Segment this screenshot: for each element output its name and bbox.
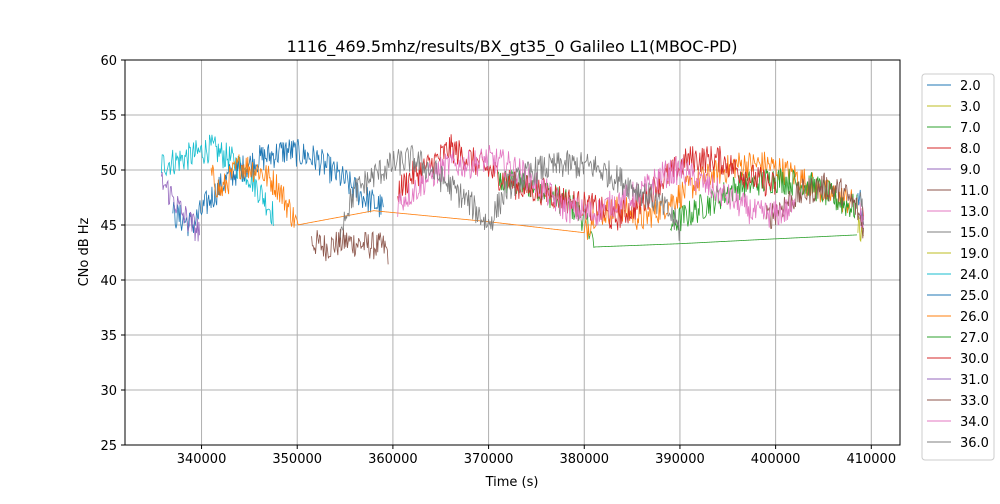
series-line xyxy=(160,134,274,226)
series-11-0 xyxy=(311,228,389,265)
legend-label: 2.0 xyxy=(960,79,981,94)
series-34-0 xyxy=(397,145,796,228)
series-36-0 xyxy=(339,144,681,241)
legend-label: 33.0 xyxy=(960,394,989,409)
series-27-0 xyxy=(670,168,858,232)
plot-area xyxy=(125,60,900,445)
plot-frame xyxy=(124,59,901,446)
series-line xyxy=(210,151,853,240)
x-tick-label: 350000 xyxy=(272,452,322,467)
x-tick-label: 400000 xyxy=(751,452,801,467)
legend-box xyxy=(921,73,995,461)
series-24-0 xyxy=(160,134,274,226)
x-tick-label: 340000 xyxy=(177,452,227,467)
legend-label: 7.0 xyxy=(960,121,981,136)
y-tick-label: 35 xyxy=(100,329,117,344)
legend-label: 24.0 xyxy=(960,268,989,283)
y-tick-label: 45 xyxy=(100,219,117,234)
series-15-0 xyxy=(859,192,865,225)
chart-title: 1116_469.5mhz/results/BX_gt35_0 Galileo … xyxy=(287,37,738,57)
x-axis-label: Time (s) xyxy=(485,475,539,490)
x-tick-label: 370000 xyxy=(464,452,514,467)
series-33-0 xyxy=(765,172,865,239)
series-lines xyxy=(160,134,865,265)
y-tick-label: 30 xyxy=(100,384,117,399)
legend-label: 27.0 xyxy=(960,331,989,346)
series-line xyxy=(859,192,865,225)
y-tick-label: 60 xyxy=(100,54,117,69)
legend: 2.0 3.0 7.0 8.0 9.0 11.0 13.0 15.0 19.0 24.0 25.0 2… xyxy=(921,73,995,461)
legend-label: 25.0 xyxy=(960,289,989,304)
x-tick-label: 410000 xyxy=(846,452,896,467)
legend-label: 8.0 xyxy=(960,142,981,157)
x-axis-ticks: 340000 350000 360000 370000 380000 390000 4000… xyxy=(177,445,896,467)
series-line xyxy=(765,172,865,239)
y-tick-label: 25 xyxy=(100,439,117,454)
x-tick-label: 360000 xyxy=(368,452,418,467)
legend-label: 26.0 xyxy=(960,310,989,325)
y-axis-label: CNo dB Hz xyxy=(77,217,92,286)
series-line xyxy=(311,228,389,265)
y-tick-label: 50 xyxy=(100,164,117,179)
x-tick-label: 390000 xyxy=(655,452,705,467)
legend-label: 9.0 xyxy=(960,163,981,178)
legend-label: 15.0 xyxy=(960,226,989,241)
series-line xyxy=(160,171,201,242)
legend-label: 13.0 xyxy=(960,205,989,220)
y-tick-label: 40 xyxy=(100,274,117,289)
legend-label: 19.0 xyxy=(960,247,989,262)
y-tick-label: 55 xyxy=(100,109,117,124)
y-axis-ticks: 25 30 35 40 45 50 55 60 xyxy=(100,54,125,454)
series-line xyxy=(172,139,384,237)
series-line xyxy=(497,169,857,248)
series-7-0 xyxy=(497,169,857,248)
legend-label: 11.0 xyxy=(960,184,989,199)
legend-label: 31.0 xyxy=(960,373,989,388)
legend-label: 36.0 xyxy=(960,436,989,451)
series-26-0 xyxy=(210,151,853,240)
legend-label: 34.0 xyxy=(960,415,989,430)
legend-label: 3.0 xyxy=(960,100,981,115)
legend-label: 30.0 xyxy=(960,352,989,367)
series-line xyxy=(397,145,796,228)
series-31-0 xyxy=(160,171,201,242)
series-25-0 xyxy=(172,139,384,237)
series-line xyxy=(339,144,681,241)
series-line xyxy=(670,168,858,232)
x-tick-label: 380000 xyxy=(559,452,609,467)
